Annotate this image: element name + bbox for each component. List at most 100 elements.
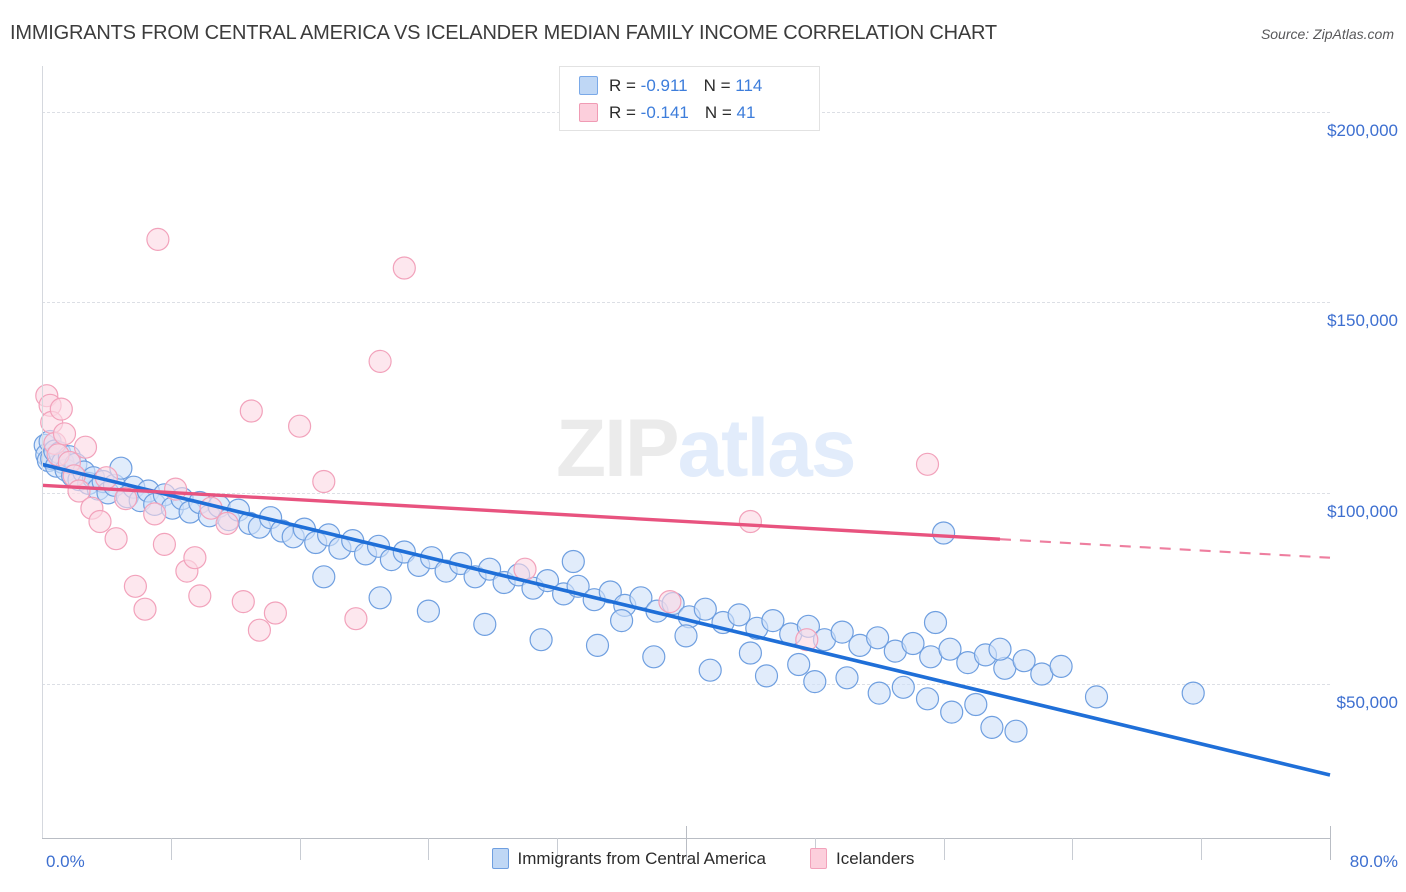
x-axis-tick [1072,838,1074,860]
r-label-pink: R = [609,102,641,122]
stats-row-blue-text: R = -0.911 N = 114 [609,76,762,96]
data-point [754,664,779,688]
data-point [143,502,167,526]
data-point [231,589,255,614]
x-axis-tick [557,838,559,860]
x-axis-tick [1201,838,1203,860]
data-point [263,601,287,625]
data-point [247,618,271,642]
data-point [146,227,170,251]
series-legend-swatch-blue [491,848,509,869]
n-value-blue: 114 [735,75,763,95]
data-point [891,675,915,699]
data-point [416,599,440,623]
data-point [123,574,148,598]
data-point [73,435,98,459]
data-point [938,637,962,661]
y-axis-tick-label: $150,000 [1327,311,1398,331]
trend-lines-layer [41,462,1331,777]
data-point [215,511,239,535]
x-axis-min-label: 0.0% [46,852,85,871]
data-point [52,422,77,446]
data-point [795,628,819,652]
data-point [114,487,138,511]
data-point [803,669,827,694]
data-point [964,692,988,717]
data-point [288,414,312,438]
x-axis-tick [1330,826,1331,860]
data-point [915,452,940,476]
data-point [1004,719,1028,743]
stats-legend-row-blue: R = -0.911 N = 114 [579,72,819,99]
series-legend-label-blue: Immigrants from Central America [517,848,766,868]
data-point [392,256,416,280]
series-legend-item-pink: Icelanders [810,848,914,869]
data-point [693,597,717,621]
series-legend-item-blue: Immigrants from Central America [491,848,766,869]
data-point [529,628,553,652]
x-axis-tick [686,826,687,860]
y-axis-tick-label: $50,000 [1336,692,1398,712]
gridline [42,492,1330,494]
data-point [901,631,925,656]
trend-line-icelanders [41,483,1001,541]
data-point [727,603,751,627]
source-label: Source: ZipAtlas.com [1260,26,1394,42]
data-point [835,666,859,690]
x-axis-tick [170,838,172,860]
data-point [988,637,1012,661]
data-point [761,608,785,633]
series-legend-swatch-pink [810,848,827,869]
data-point [239,399,263,423]
x-axis-tick [428,838,430,860]
data-point [152,532,177,556]
data-point [1084,685,1109,709]
data-point [561,549,585,574]
data-point [1181,681,1205,705]
data-point [674,624,698,648]
x-axis-max-label: 80.0% [1349,852,1398,871]
data-point [658,589,682,614]
gridline [42,683,1330,685]
series-icelanders [35,227,940,652]
data-point [867,681,891,705]
legend-swatch-blue [579,76,598,95]
data-point [931,521,956,545]
data-point [312,565,336,589]
data-point [183,546,207,570]
data-point [923,610,948,635]
data-point [642,645,666,669]
trend-line-immigrants [41,462,1331,777]
n-label-pink: N = [704,102,737,122]
series-legend-label-pink: Icelanders [836,848,915,868]
r-label-blue: R = [609,75,641,95]
data-point [585,633,610,658]
data-point [473,612,497,637]
series-legend: Immigrants from Central America Icelande… [0,848,1406,869]
data-point [368,586,392,610]
data-point [49,397,73,421]
data-point [609,608,634,633]
data-point [344,607,368,631]
data-point [915,687,940,711]
n-label-blue: N = [703,75,736,95]
data-point [1012,649,1036,673]
x-axis-tick [814,838,816,860]
r-value-pink: -0.141 [640,102,689,122]
y-axis-tick-label: $200,000 [1327,120,1398,140]
plot-area [33,66,1331,836]
data-point [188,584,212,608]
data-point [830,620,854,644]
stats-row-pink-text: R = -0.141 N = 41 [609,103,755,123]
x-axis-tick [299,838,301,860]
gridline [42,302,1330,304]
stats-legend: R = -0.911 N = 114 R = -0.141 N = 41 [559,66,820,131]
data-point [104,527,128,551]
y-axis-tick-label: $100,000 [1327,501,1398,521]
legend-swatch-pink [579,103,598,122]
data-point [940,700,964,724]
stats-legend-row-pink: R = -0.141 N = 41 [579,99,819,126]
data-point [133,597,157,621]
data-point [1049,654,1073,679]
data-point [738,641,763,665]
